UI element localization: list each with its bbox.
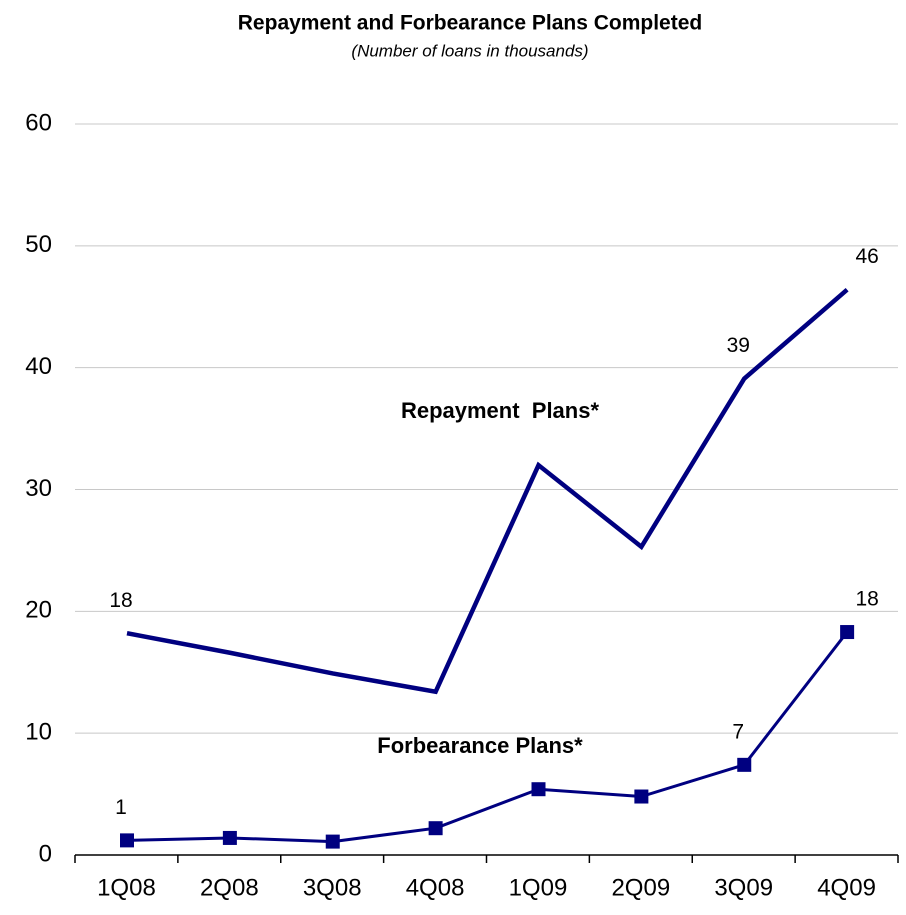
series-label: Repayment Plans* (401, 398, 600, 423)
point-marker (531, 782, 546, 797)
data-label: 39 (727, 334, 750, 357)
y-tick-label: 10 (25, 719, 52, 746)
point-marker (840, 625, 855, 640)
y-tick-label: 50 (25, 231, 52, 258)
data-label: 18 (855, 588, 878, 611)
x-tick-label: 1Q09 (509, 874, 568, 901)
x-tick-label: 3Q09 (714, 874, 773, 901)
y-tick-label: 40 (25, 353, 52, 380)
chart-subtitle: (Number of loans in thousands) (351, 41, 588, 60)
x-tick-label: 2Q08 (200, 874, 259, 901)
y-tick-label: 60 (25, 109, 52, 136)
x-tick-label: 3Q08 (303, 874, 362, 901)
data-label: 1 (115, 796, 127, 819)
data-label: 46 (855, 245, 878, 268)
x-tick-label: 4Q08 (406, 874, 465, 901)
point-marker (120, 833, 134, 848)
point-marker (428, 821, 443, 836)
series-line (126, 631, 849, 844)
x-tick-label: 4Q09 (817, 874, 876, 901)
chart-title: Repayment and Forbearance Plans Complete… (238, 12, 702, 35)
y-tick-label: 20 (25, 597, 52, 624)
series-label: Forbearance Plans* (377, 733, 583, 758)
y-tick-label: 0 (39, 840, 52, 867)
data-label: 7 (732, 720, 744, 743)
series-line (126, 287, 849, 695)
data-label: 18 (109, 589, 132, 612)
point-marker (634, 789, 649, 804)
x-tick-label: 1Q08 (97, 874, 156, 901)
y-tick-label: 30 (25, 475, 52, 502)
x-tick-label: 2Q09 (611, 874, 670, 901)
point-marker (325, 834, 340, 849)
point-marker (737, 757, 752, 772)
point-marker (222, 830, 237, 845)
